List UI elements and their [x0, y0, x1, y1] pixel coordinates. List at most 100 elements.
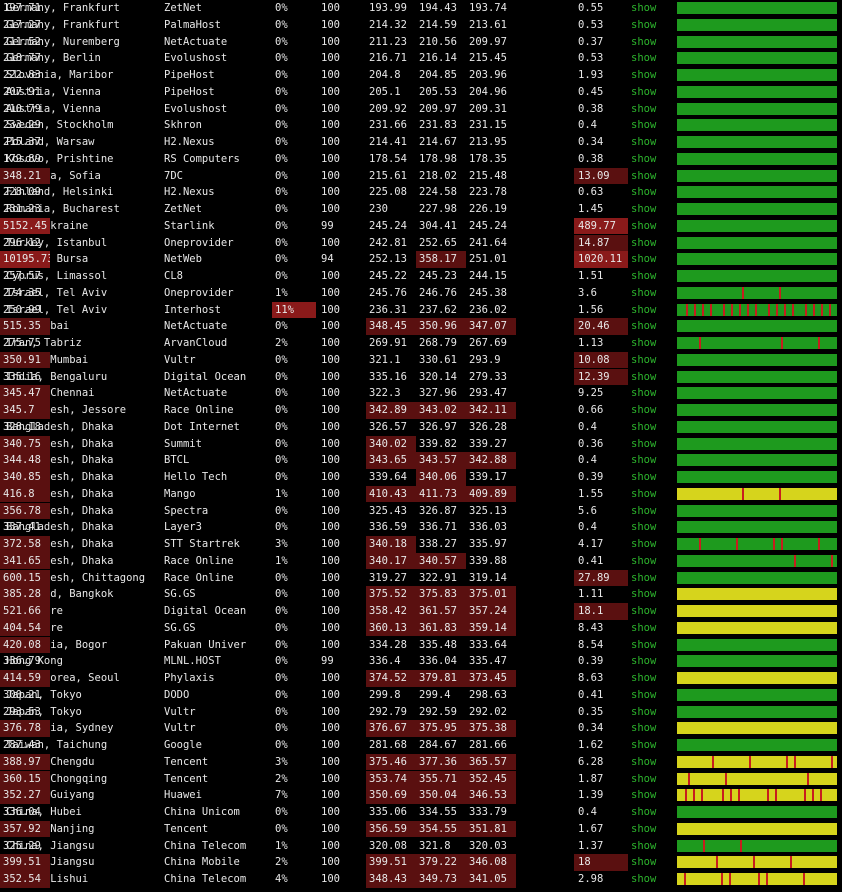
show-link[interactable]: show — [631, 504, 657, 517]
sent-cell: 100 — [321, 102, 340, 115]
show-link[interactable]: show — [631, 571, 657, 584]
loss-tick — [702, 303, 704, 316]
show-link[interactable]: show — [631, 471, 657, 483]
show-link[interactable]: show — [631, 672, 657, 684]
show-link[interactable]: show — [631, 236, 657, 249]
show-link[interactable]: show — [631, 353, 657, 366]
show-link[interactable]: show — [631, 370, 657, 383]
stdev-cell: 13.09 — [574, 167, 628, 185]
show-link[interactable]: show — [631, 404, 657, 416]
latency-history-bar — [677, 69, 837, 81]
show-link[interactable]: show — [631, 152, 657, 165]
show-link[interactable]: show — [631, 2, 657, 14]
show-link[interactable]: show — [631, 521, 657, 534]
show-link[interactable]: show — [631, 169, 657, 182]
last-cell: 348.43 — [366, 871, 416, 888]
last-cell: 214.32 — [369, 18, 407, 31]
loss-cell: 0% — [275, 85, 288, 98]
show-link[interactable]: show — [631, 755, 657, 768]
show-link[interactable]: show — [631, 772, 657, 785]
show-link[interactable]: show — [631, 822, 657, 835]
show-link[interactable]: show — [631, 873, 657, 885]
show-link[interactable]: show — [631, 85, 657, 98]
show-link[interactable]: show — [631, 337, 657, 349]
show-link[interactable]: show — [631, 303, 657, 316]
avg-cell: 377.36 — [416, 753, 466, 771]
sent-cell: 100 — [321, 69, 340, 81]
show-link[interactable]: show — [631, 739, 657, 751]
loss-tick — [812, 789, 814, 802]
show-link[interactable]: show — [631, 35, 657, 48]
loss-cell: 4% — [275, 873, 288, 885]
best-cell: 342.88 — [466, 452, 516, 469]
show-link[interactable]: show — [631, 605, 657, 617]
best-cell: 346.08 — [466, 854, 516, 871]
show-link[interactable]: show — [631, 839, 657, 852]
loss-cell: 0% — [275, 705, 288, 718]
loss-tick — [794, 554, 796, 567]
show-link[interactable]: show — [631, 18, 657, 31]
provider-cell: China Unicom — [164, 806, 240, 818]
show-link[interactable]: show — [631, 538, 657, 550]
sent-cell: 100 — [321, 18, 340, 31]
worst-cell: 325.29 — [3, 839, 41, 852]
show-link[interactable]: show — [631, 286, 657, 299]
last-cell: 374.52 — [366, 670, 416, 687]
avg-cell: 349.73 — [416, 871, 466, 888]
show-link[interactable]: show — [631, 688, 657, 701]
show-link[interactable]: show — [631, 437, 657, 450]
show-link[interactable]: show — [631, 186, 657, 199]
worst-cell: 10195.73 — [0, 251, 50, 268]
show-link[interactable]: show — [631, 655, 657, 668]
show-link[interactable]: show — [631, 638, 657, 651]
show-link[interactable]: show — [631, 856, 657, 869]
provider-cell: PalmaHost — [164, 18, 221, 31]
show-link[interactable]: show — [631, 554, 657, 567]
stdev-cell: 0.66 — [578, 404, 604, 416]
show-link[interactable]: show — [631, 136, 657, 148]
show-link[interactable]: show — [631, 487, 657, 500]
show-link[interactable]: show — [631, 102, 657, 115]
worst-cell: 233.29 — [3, 119, 41, 132]
show-link[interactable]: show — [631, 387, 657, 400]
show-link[interactable]: show — [631, 420, 657, 433]
last-cell: 299.8 — [369, 688, 401, 701]
worst-cell: 600.15 — [0, 569, 50, 587]
table-row: Bangladesh, Dhaka BTCL 0% 100 343.65 343.57 34… — [0, 452, 842, 469]
show-link[interactable]: show — [631, 253, 657, 266]
avg-cell: 375.83 — [416, 586, 466, 603]
show-link[interactable]: show — [631, 621, 657, 634]
table-row: Bangladesh, Jessore Race Online 0% 100 342.8… — [0, 402, 842, 419]
worst-cell: 404.54 — [0, 619, 50, 637]
show-link[interactable]: show — [631, 789, 657, 802]
worst-cell: 300.21 — [3, 688, 41, 701]
table-row: Bangladesh, Chittagong Race Online 0% 100 31… — [0, 569, 842, 587]
stdev-cell: 1.39 — [578, 789, 604, 802]
show-link[interactable]: show — [631, 454, 657, 467]
last-cell: 211.23 — [369, 35, 407, 48]
stdev-cell: 0.38 — [578, 152, 604, 165]
provider-cell: ZetNet — [164, 2, 202, 14]
avg-cell: 411.73 — [416, 485, 466, 503]
location-cell: Austria, Vienna — [6, 85, 101, 98]
show-link[interactable]: show — [631, 203, 657, 215]
table-row: China, Guiyang Huawei 7% 100 350.69 350.04 346… — [0, 787, 842, 804]
show-link[interactable]: show — [631, 270, 657, 282]
provider-cell: PipeHost — [164, 85, 215, 98]
show-link[interactable]: show — [631, 320, 657, 333]
latency-history-bar — [677, 85, 837, 98]
loss-cell: 3% — [275, 538, 288, 550]
show-link[interactable]: show — [631, 119, 657, 132]
sent-cell: 100 — [321, 387, 340, 400]
worst-cell: 521.66 — [0, 603, 50, 620]
show-link[interactable]: show — [631, 69, 657, 81]
show-link[interactable]: show — [631, 722, 657, 735]
show-link[interactable]: show — [631, 705, 657, 718]
show-link[interactable]: show — [631, 806, 657, 818]
provider-cell: Race Online — [164, 571, 234, 584]
show-link[interactable]: show — [631, 588, 657, 601]
provider-cell: Interhost — [164, 303, 221, 316]
loss-tick — [805, 303, 807, 316]
show-link[interactable]: show — [631, 219, 657, 232]
show-link[interactable]: show — [631, 52, 657, 65]
